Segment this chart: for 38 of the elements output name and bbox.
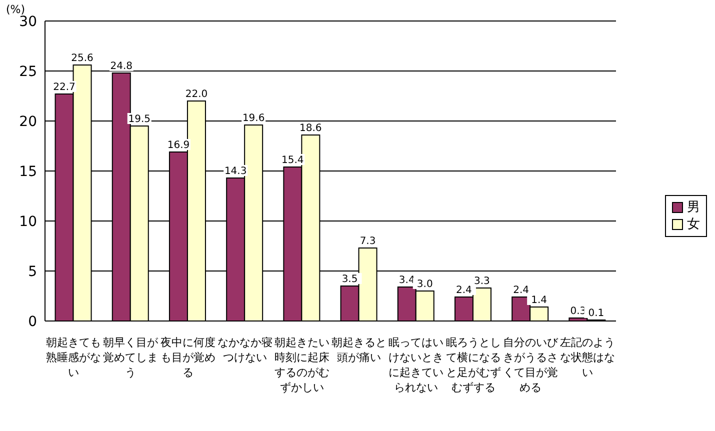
x-tick-label: 眠ってはいけないときに起きていられない	[388, 335, 445, 395]
x-tick-label: 朝起きると頭が痛い	[330, 335, 388, 365]
data-label: 1.4	[531, 295, 548, 306]
legend-label: 女	[687, 216, 700, 232]
x-tick-label: 自分のいびきがうるさくて目が覚める	[502, 335, 559, 395]
data-label: 24.8	[110, 61, 133, 72]
data-label: 2.4	[456, 285, 472, 296]
x-tick-label: 眠ろうとして横になると足がむずむずする	[444, 335, 502, 395]
data-label: 19.6	[242, 113, 265, 124]
data-label: 22.0	[185, 89, 208, 100]
data-label: 25.6	[71, 53, 94, 64]
y-tick-label: 15	[19, 164, 37, 180]
x-tick-label: 夜中に何度も目が覚める	[159, 335, 216, 380]
data-label: 3.5	[342, 274, 358, 285]
data-label: 18.6	[300, 123, 322, 134]
data-label: 15.4	[282, 155, 304, 166]
data-label: 7.3	[360, 236, 376, 247]
y-tick-label: 30	[19, 14, 37, 30]
data-label: 16.9	[167, 140, 190, 151]
x-tick-label: 左記のような状態はない	[558, 335, 616, 380]
x-tick-label: 朝起きても熟睡感がない	[45, 335, 102, 380]
y-tick-label: 20	[19, 114, 37, 130]
x-tick-label: 朝早く目が覚めてしまう	[102, 335, 160, 380]
data-label: 19.5	[128, 114, 151, 125]
data-label: 22.7	[53, 82, 76, 93]
y-tick-label: 5	[28, 264, 37, 280]
data-label: 0.1	[588, 308, 604, 319]
y-tick-label: 25	[19, 64, 37, 80]
y-tick-label: 0	[28, 314, 37, 330]
data-label: 3.0	[416, 279, 433, 290]
data-label: 2.4	[513, 285, 530, 296]
y-axis-title: (%)	[6, 2, 26, 16]
legend-label: 男	[687, 198, 700, 216]
x-tick-label: 朝起きたい時刻に起床するのがむずかしい	[273, 335, 330, 395]
data-label: 14.3	[224, 166, 247, 177]
y-tick-label: 10	[19, 214, 37, 230]
data-label: 3.3	[474, 276, 490, 287]
x-tick-label: なかなか寝つけない	[216, 335, 274, 365]
